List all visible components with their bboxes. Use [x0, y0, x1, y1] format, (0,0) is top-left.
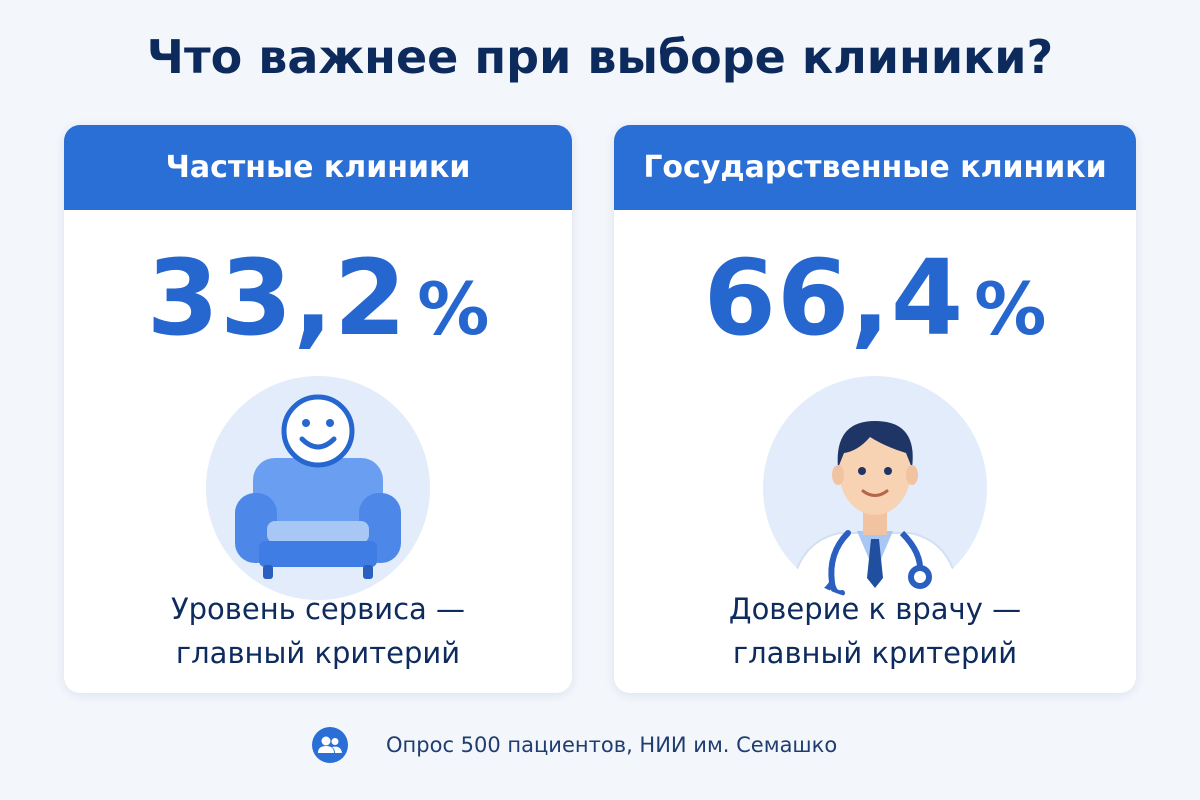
caption-line: Уровень сервиса — — [170, 592, 466, 626]
stat-unit: % — [974, 267, 1047, 351]
card-title: Государственные клиники — [614, 125, 1136, 210]
doctor-icon — [763, 376, 987, 600]
footer-text: Опрос 500 пациентов, НИИ им. Семашко — [386, 733, 838, 757]
card-private: Частные клиники 33,2% Уровень сервиса — … — [64, 125, 572, 693]
stat-value: 66,4 — [703, 237, 965, 359]
caption-line: Доверие к врачу — — [728, 592, 1022, 626]
page-title: Что важнее при выборе клиники? — [146, 30, 1054, 84]
caption: Уровень сервиса — главный критерий — [64, 587, 572, 675]
armchair-icon — [206, 376, 430, 600]
caption-line: главный критерий — [732, 636, 1018, 670]
people-icon — [312, 727, 348, 763]
card-public: Государственные клиники 66,4% Доверие к … — [614, 125, 1136, 693]
caption-line: главный критерий — [175, 636, 461, 670]
stat: 66,4% — [614, 237, 1136, 359]
stat-unit: % — [417, 267, 490, 351]
stat: 33,2% — [64, 237, 572, 359]
footer: Опрос 500 пациентов, НИИ им. Семашко — [312, 727, 837, 763]
caption: Доверие к врачу — главный критерий — [614, 587, 1136, 675]
stat-value: 33,2 — [146, 237, 408, 359]
card-title: Частные клиники — [64, 125, 572, 210]
